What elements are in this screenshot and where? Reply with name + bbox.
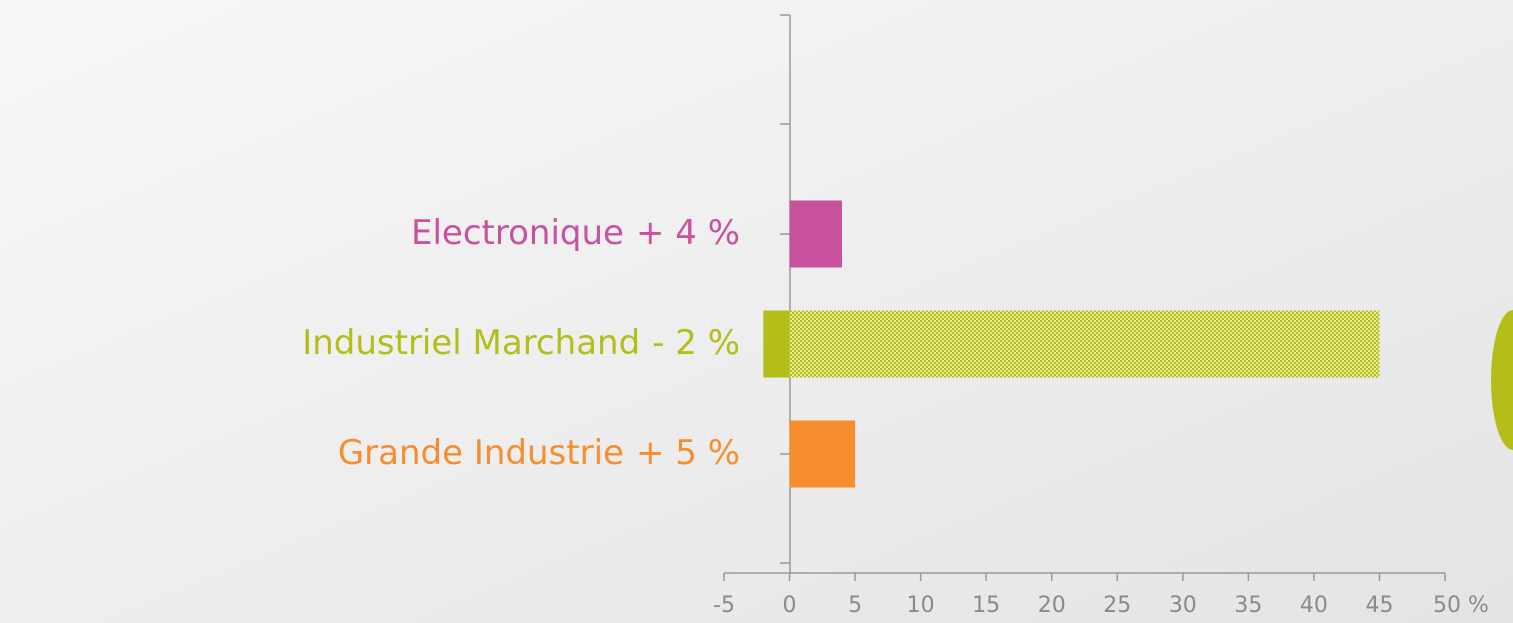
x-tick-label: 15	[972, 593, 1000, 618]
value-label: + 5 %	[636, 433, 740, 473]
x-tick-label: 40	[1300, 593, 1328, 618]
category-name: Electronique	[411, 213, 624, 253]
x-tick-label: -5	[713, 593, 735, 618]
x-tick-label: 50 %	[1433, 593, 1489, 618]
x-tick-label: 5	[848, 593, 862, 618]
x-tick-label: 10	[907, 593, 935, 618]
x-tick-label: 45	[1365, 593, 1393, 618]
category-name: Grande Industrie	[338, 433, 624, 473]
x-tick-label: 25	[1103, 593, 1131, 618]
decor-circle	[1491, 310, 1513, 450]
value-label: - 2 %	[652, 323, 740, 363]
value-label: + 4 %	[636, 213, 740, 253]
category-label: Electronique + 4 %	[411, 213, 740, 253]
x-tick-label: 35	[1234, 593, 1262, 618]
category-name: Industriel Marchand	[302, 323, 640, 363]
x-tick-label: 30	[1169, 593, 1197, 618]
bar	[763, 310, 790, 378]
category-label: Grande Industrie + 5 %	[338, 433, 740, 473]
x-tick-label: 20	[1038, 593, 1066, 618]
bar	[789, 420, 856, 488]
x-tick-label: 0	[783, 593, 797, 618]
category-label: Industriel Marchand - 2 %	[302, 323, 740, 363]
bar	[789, 310, 1380, 378]
bar	[789, 200, 842, 268]
